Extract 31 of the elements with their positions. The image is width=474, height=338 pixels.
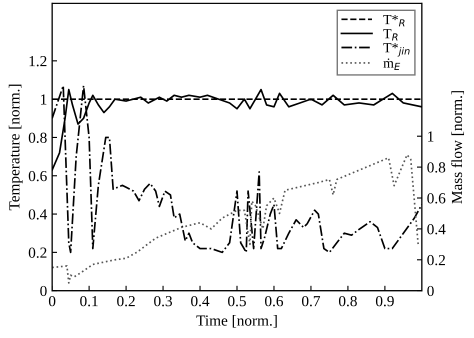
legend-label: T*$_{R}$ (383, 15, 405, 26)
y-tick-label: 0.4 (28, 209, 48, 220)
y-tick-label: 0.2 (28, 248, 46, 258)
x-tick-label: 0.8 (338, 296, 357, 306)
x-tick-label: 0 (48, 296, 56, 306)
y2-tick-label: 0.6 (427, 193, 446, 204)
y2-axis-title: Mass flow [norm.] (451, 91, 464, 204)
x-tick-label: 0.7 (302, 296, 320, 306)
y-tick-label: 0 (40, 286, 47, 296)
x-tick-label: 0.2 (117, 296, 135, 306)
y2-tick-label: 0.8 (427, 162, 446, 173)
y-axis-title: Temperature [norm.] (8, 84, 23, 210)
line-series (52, 154, 419, 284)
x-axis-title: Time [norm.] (196, 314, 277, 328)
y-tick-label: 1 (40, 94, 46, 104)
legend-label: T$_{R}$ (383, 29, 398, 40)
x-tick-label: 0.1 (80, 296, 98, 306)
y-tick-label: 1.2 (30, 56, 46, 66)
legend-label: T*$_{jin}$ (383, 43, 410, 57)
y2-tick-label: 1 (428, 131, 434, 142)
y-tick-label: 0.8 (28, 132, 47, 143)
legend-label: ṁ$_{E}$ (383, 58, 400, 70)
x-tick-label: 0.9 (376, 296, 394, 306)
x-tick-label: 0.5 (228, 296, 246, 306)
y2-tick-label: 0 (427, 286, 434, 296)
y-tick-label: 0.6 (28, 170, 47, 182)
y2-tick-label: 0.2 (427, 254, 445, 266)
x-tick-label: 0.3 (154, 296, 172, 306)
x-tick-label: 0.6 (265, 296, 284, 306)
x-tick-label: 0.4 (191, 296, 210, 306)
y2-tick-label: 0.4 (427, 224, 446, 234)
